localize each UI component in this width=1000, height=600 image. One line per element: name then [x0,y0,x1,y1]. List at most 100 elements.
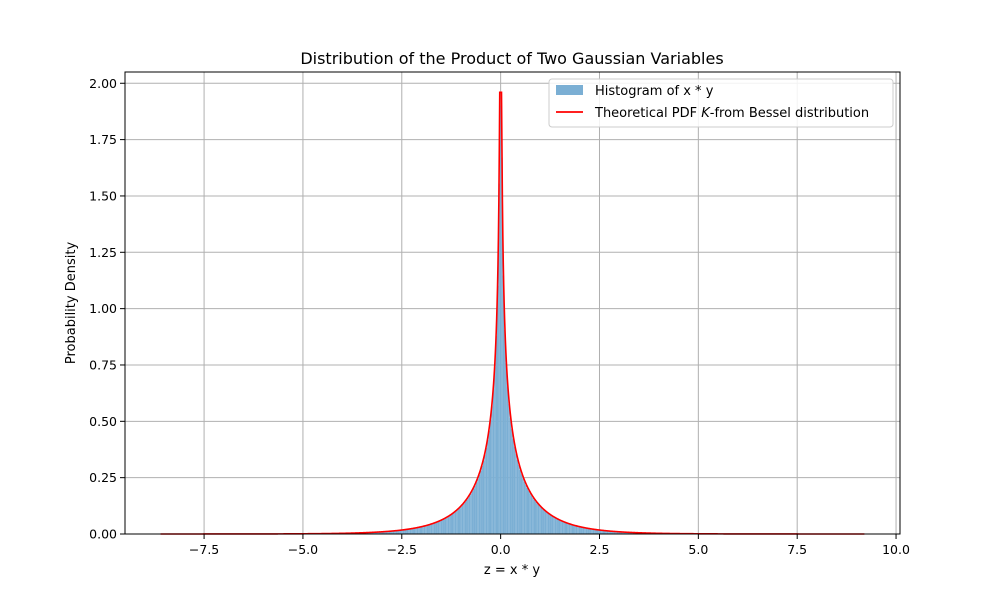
histogram-bar [404,529,406,534]
histogram-bar [432,523,434,534]
histogram-bar [574,525,576,534]
histogram-bar [609,531,612,534]
histogram-bar [626,532,628,534]
histogram-bar [568,524,571,534]
y-tick-label: 0.25 [89,470,117,485]
histogram-bar [525,484,527,534]
y-tick-label: 1.75 [89,132,117,147]
histogram-bar [370,532,372,534]
histogram-bar [501,157,503,535]
histogram-bar [518,465,520,534]
histogram-bar [402,529,405,534]
legend-box [548,78,894,128]
histogram-bar [382,531,385,534]
histogram-bar [454,511,457,534]
histogram-bar [532,497,534,534]
histogram-bar [494,367,496,534]
histogram-bar [567,523,569,534]
histogram-bar [387,531,389,534]
histogram-bar [623,532,626,534]
histogram-bar [573,525,575,534]
histogram-bar [546,512,548,534]
x-tick-label: 2.5 [590,542,610,557]
histogram-bar [446,517,448,534]
histogram-bar [589,528,592,534]
histogram-bar [596,529,599,534]
histogram-bar [578,526,581,534]
histogram-bar [418,527,420,534]
x-tick-label: −2.5 [387,542,417,557]
histogram-bar [391,531,393,534]
histogram-bar [398,530,400,534]
histogram-bar [499,105,502,535]
histogram-bar [416,527,419,534]
histogram-bar [539,506,541,534]
histogram-bar [544,511,547,534]
legend: Histogram of x * y Theoretical PDF K-fro… [548,78,894,128]
histogram-bar [616,531,619,534]
histogram-bar [463,503,465,534]
histogram-bar [461,505,464,534]
y-tick-label: 0.00 [89,527,117,542]
histogram-bar [606,530,609,534]
histogram-bar [451,513,454,534]
histogram-bar [629,532,631,534]
histogram-bar [603,530,606,534]
histogram-bar [536,503,538,534]
histogram-bar [460,506,462,534]
histogram-bar [565,523,568,534]
histogram-bar [477,478,479,534]
x-axis-ticks: −7.5 −5.0 −2.5 0.0 2.5 5.0 7.5 10.0 [189,534,910,557]
y-axis-ticks: 0.00 0.25 0.50 0.75 1.00 1.25 1.50 1.75 2.00 [89,76,125,542]
histogram-bar [491,406,493,534]
histogram-bar [618,531,620,534]
histogram-bar [394,530,396,534]
histogram-bar [515,453,517,534]
histogram-bar [601,530,603,534]
histogram-bar [478,474,481,534]
histogram-bar [399,530,402,534]
histogram-bar [608,531,610,534]
histogram-bar [558,520,561,534]
histogram-bar [605,530,607,534]
legend-histogram-swatch [556,85,583,95]
histogram-bar [627,532,630,534]
histogram-bar [440,520,443,534]
histogram-bar [542,509,544,534]
histogram-bar [505,363,507,534]
histogram-bar [520,474,523,534]
histogram-bar [543,510,545,534]
histogram-bar [419,527,422,534]
histogram-bar [506,386,509,534]
histogram-bar [375,532,378,534]
histogram-bar [415,528,417,534]
histogram-bar [599,530,602,534]
histogram-bar [602,530,604,534]
histogram-bar [557,519,559,534]
histogram-bar [474,485,476,534]
histogram-bar [442,519,444,534]
histogram-bar [512,438,514,534]
histogram-bar [390,531,392,534]
histogram-bar [487,439,489,534]
histogram-bar [449,515,451,534]
histogram-bar [437,521,440,534]
histogram-bar [385,531,388,534]
histogram-bar [459,508,461,534]
histogram-bar [456,510,458,534]
histogram-bar [564,522,566,534]
histogram-bar [549,514,551,534]
histogram-bar [468,495,471,534]
histogram-bar [563,522,565,534]
x-tick-label: −7.5 [189,542,219,557]
histogram-bar [408,529,410,534]
histogram-bar [413,528,416,534]
histogram-bar [380,531,382,534]
histogram-bar [374,532,376,534]
histogram-bar [594,529,596,534]
histogram-bar [411,528,413,534]
histogram-bar [540,507,543,534]
histogram-bar [561,521,564,534]
histogram-bar [547,513,550,534]
